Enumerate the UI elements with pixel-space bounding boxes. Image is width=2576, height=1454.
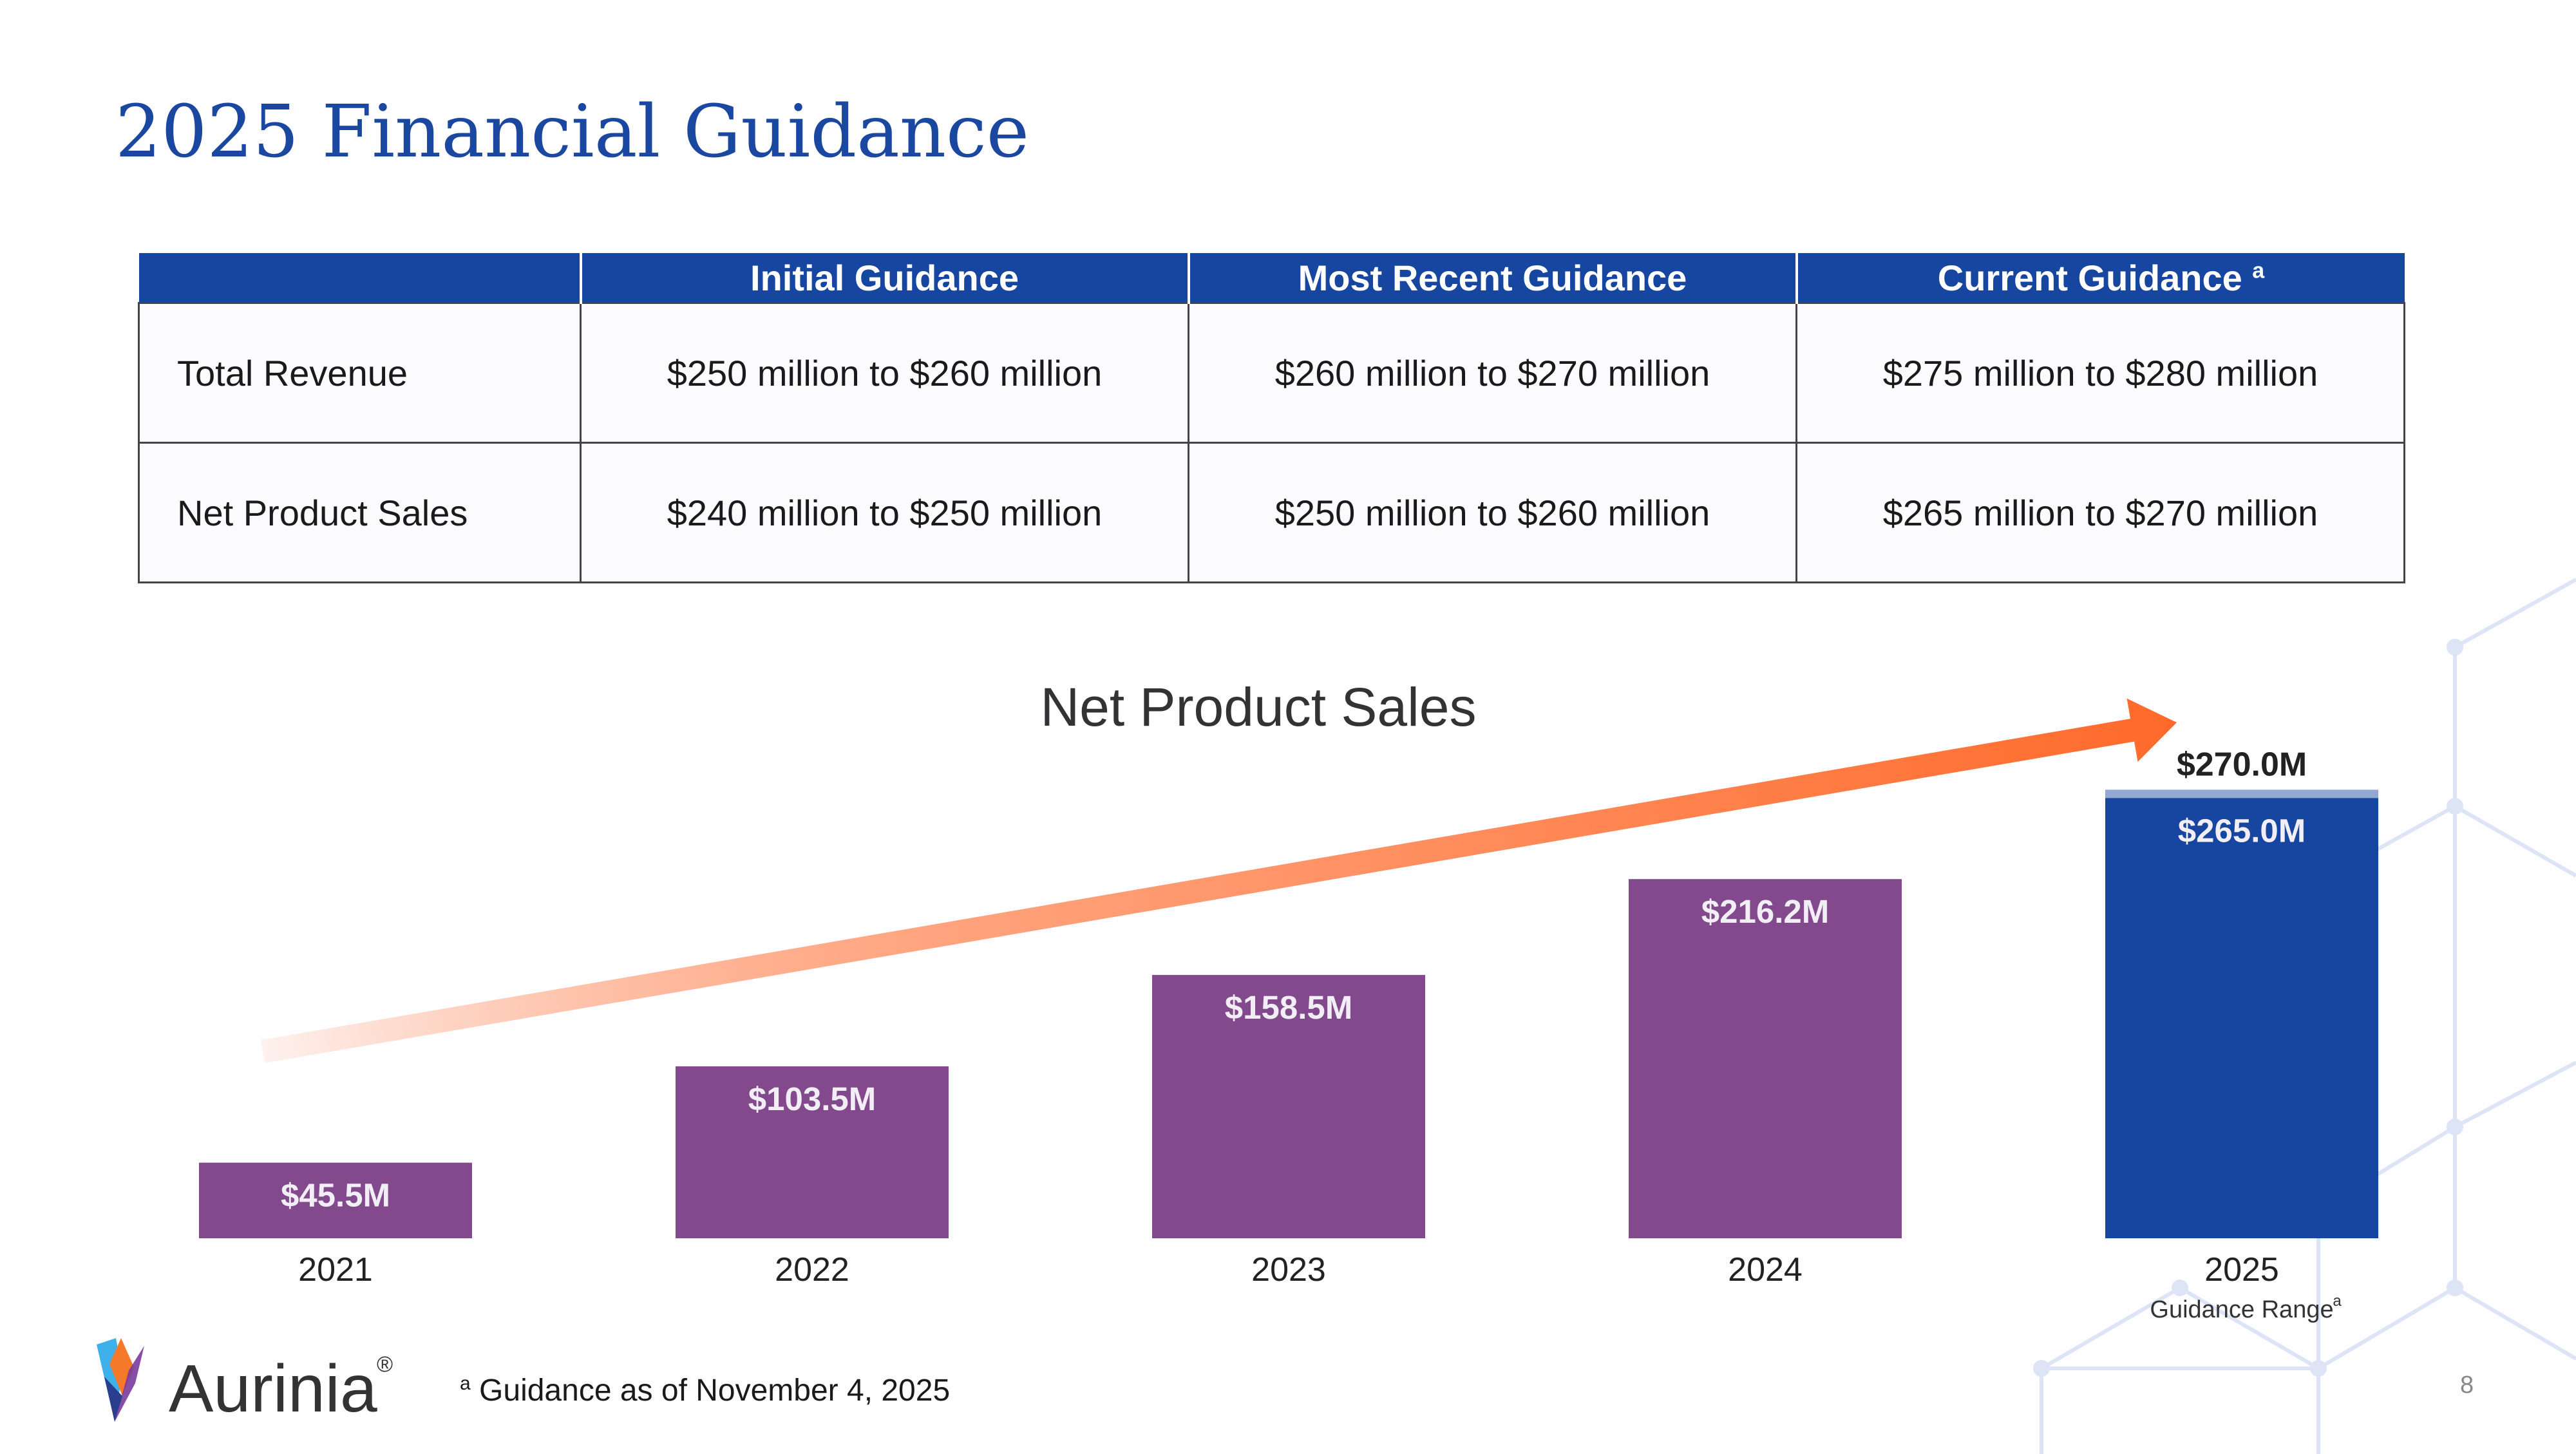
x-sublabel-footnote-marker: a: [2333, 1292, 2342, 1310]
chart-title: Net Product Sales: [1040, 677, 1477, 737]
data-label-2025-high: $270.0M: [2177, 746, 2307, 783]
bar-2023: [1152, 975, 1425, 1238]
bar-2025: [2105, 798, 2378, 1238]
table-cell: $250 million to $260 million: [580, 302, 1189, 444]
row-label: Net Product Sales: [138, 442, 582, 583]
page-title: 2025 Financial Guidance: [115, 90, 1029, 174]
header-current-guidance: Current Guidance a: [1795, 253, 2405, 303]
table-row: Total Revenue $250 million to $260 milli…: [138, 302, 2405, 444]
table-row: Net Product Sales $240 million to $250 m…: [138, 442, 2405, 583]
bar-2024: [1629, 879, 1902, 1238]
data-label-2024: $216.2M: [1701, 893, 1829, 930]
header-most-recent-guidance: Most Recent Guidance: [1187, 253, 1797, 303]
bar-2022: [676, 1066, 949, 1238]
guidance-table: Initial Guidance Most Recent Guidance Cu…: [138, 253, 2405, 583]
footnote: a Guidance as of November 4, 2025: [460, 1373, 951, 1408]
hexagon-background-pattern: [2033, 578, 2576, 1454]
aurinia-logo-icon: [97, 1338, 144, 1422]
data-label-2022: $103.5M: [748, 1081, 876, 1117]
x-tick-label-2023: 2023: [1251, 1251, 1326, 1289]
page-number: 8: [2460, 1372, 2474, 1399]
table-cell: $275 million to $280 million: [1795, 302, 2405, 444]
header-blank: [138, 253, 581, 303]
data-label-2023: $158.5M: [1225, 989, 1352, 1026]
trend-arrow: [260, 698, 2177, 1063]
data-label-2021: $45.5M: [281, 1177, 390, 1214]
trend-arrow-shape: [260, 698, 2177, 1063]
table-cell: $250 million to $260 million: [1188, 442, 1797, 583]
x-tick-label-2025: 2025: [2204, 1251, 2279, 1289]
table-header-row: Initial Guidance Most Recent Guidance Cu…: [138, 253, 2405, 303]
table-cell: $260 million to $270 million: [1188, 302, 1797, 444]
x-tick-label-2021: 2021: [298, 1251, 373, 1289]
header-initial-guidance: Initial Guidance: [579, 253, 1189, 303]
bar-2025-guidance-range: [2105, 789, 2378, 798]
row-label: Total Revenue: [138, 302, 582, 444]
x-sublabel-guidance-range: Guidance Range: [2150, 1296, 2333, 1323]
logo-text: Aurinia: [169, 1352, 377, 1426]
bar-2021: [199, 1162, 472, 1238]
x-tick-label-2022: 2022: [775, 1251, 849, 1289]
data-label-2025: $265.0M: [2178, 812, 2306, 849]
logo-registered-mark: ®: [377, 1352, 393, 1377]
table-cell: $265 million to $270 million: [1795, 442, 2405, 583]
x-tick-label-2024: 2024: [1728, 1251, 1803, 1289]
table-cell: $240 million to $250 million: [580, 442, 1189, 583]
